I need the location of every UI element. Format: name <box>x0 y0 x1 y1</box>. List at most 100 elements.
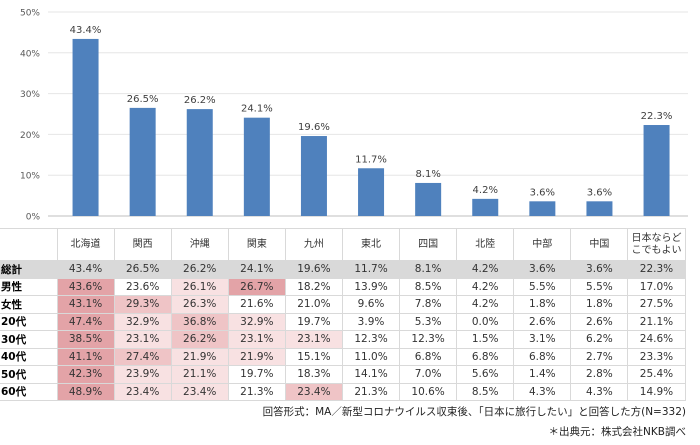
bar <box>358 168 385 216</box>
row-label: 総計 <box>0 260 58 279</box>
table-cell: 43.4% <box>56 260 115 279</box>
table-cell: 18.2% <box>284 277 343 296</box>
table-cell: 2.8% <box>570 365 629 384</box>
table-cell: 23.4% <box>284 382 343 401</box>
table-cell: 26.2% <box>170 260 229 279</box>
table-cell: 15.1% <box>284 347 343 366</box>
table-cell: 14.1% <box>341 365 401 384</box>
table-cell: 21.9% <box>170 347 229 366</box>
table-cell: 19.7% <box>227 365 286 384</box>
bar <box>643 125 670 216</box>
table-cell: 29.3% <box>113 295 172 314</box>
table-cell: 26.1% <box>170 277 229 296</box>
y-tick-label: 40% <box>20 49 40 59</box>
table-cell: 12.3% <box>341 330 401 349</box>
data-label: 8.1% <box>415 169 440 180</box>
table-cell: 27.5% <box>627 295 686 314</box>
row-label: 60代 <box>0 382 58 401</box>
table-cell: 0.0% <box>456 312 515 331</box>
table-cell: 3.1% <box>513 330 572 349</box>
data-label: 3.6% <box>587 187 612 198</box>
column-header: 北海道 <box>56 228 115 261</box>
column-header: 日本ならど こでもよい <box>627 228 686 261</box>
table-cell: 24.6% <box>627 330 686 349</box>
table-cell: 24.1% <box>227 260 286 279</box>
y-tick-label: 0% <box>26 213 41 223</box>
table-row: 40代 41.1% 27.4% 21.9% 21.9% 15.1% 11.0% 6.8% 6.8… <box>0 347 686 366</box>
table-cell: 21.9% <box>227 347 286 366</box>
table-cell: 23.3% <box>627 347 686 366</box>
table-cell: 2.6% <box>513 312 572 331</box>
table-cell: 5.5% <box>513 277 572 296</box>
table-cell: 9.6% <box>341 295 401 314</box>
table-cell: 23.1% <box>113 330 172 349</box>
bar <box>529 201 556 216</box>
table-cell: 12.3% <box>399 330 458 349</box>
data-label: 22.3% <box>641 111 673 122</box>
table-cell: 21.1% <box>627 312 686 331</box>
table-cell: 23.4% <box>113 382 172 401</box>
y-tick-label: 20% <box>20 131 40 141</box>
table-row: 男性 43.6% 23.6% 26.1% 26.7% 18.2% 13.9% 8.5% 4.2%… <box>0 277 686 296</box>
source-note: ＊出典元：株式会社NKB調べ <box>548 426 686 438</box>
table-cell: 23.9% <box>113 365 172 384</box>
table-cell: 25.4% <box>627 365 686 384</box>
table-cell: 19.7% <box>284 312 343 331</box>
row-label: 20代 <box>0 312 58 331</box>
table-cell: 3.6% <box>513 260 572 279</box>
table-cell: 10.6% <box>399 382 458 401</box>
bar <box>415 182 442 216</box>
data-label: 19.6% <box>298 122 330 133</box>
data-label: 26.5% <box>127 94 159 105</box>
table-cell: 21.3% <box>341 382 401 401</box>
column-header: 中国 <box>570 228 629 261</box>
y-tick-label: 50% <box>20 9 40 19</box>
bar <box>186 109 213 216</box>
table-cell: 42.3% <box>56 365 115 384</box>
table-cell: 47.4% <box>56 312 115 331</box>
bar <box>300 136 327 216</box>
table-cell: 13.9% <box>341 277 401 296</box>
table-cell: 23.1% <box>227 330 286 349</box>
table-cell: 1.8% <box>570 295 629 314</box>
table-cell: 4.3% <box>570 382 629 401</box>
table-cell: 23.1% <box>284 330 343 349</box>
table-cell: 21.1% <box>170 365 229 384</box>
bar <box>72 38 99 216</box>
bar <box>129 107 156 216</box>
table-cell: 26.7% <box>227 277 286 296</box>
table-cell: 21.0% <box>284 295 343 314</box>
table-cell: 5.3% <box>399 312 458 331</box>
table-cell: 3.6% <box>570 260 629 279</box>
table-cell: 4.2% <box>456 260 515 279</box>
table-cell: 32.9% <box>227 312 286 331</box>
table-cell: 6.2% <box>570 330 629 349</box>
column-header: 北陸 <box>456 228 515 261</box>
row-label: 30代 <box>0 330 58 349</box>
table-cell: 7.8% <box>399 295 458 314</box>
table-cell: 43.6% <box>56 277 115 296</box>
table-cell: 32.9% <box>113 312 172 331</box>
table-cell: 6.8% <box>513 347 572 366</box>
column-header: 沖縄 <box>170 228 229 261</box>
bar <box>243 117 270 216</box>
table-cell: 8.5% <box>399 277 458 296</box>
table-row: 50代 42.3% 23.9% 21.1% 19.7% 18.3% 14.1% 7.0% 5.6… <box>0 365 686 384</box>
y-tick-label: 30% <box>20 90 40 100</box>
table-cell: 4.2% <box>456 295 515 314</box>
table-cell: 43.1% <box>56 295 115 314</box>
column-header: 東北 <box>341 228 401 261</box>
row-label: 50代 <box>0 365 58 384</box>
table-row: 総計 43.4% 26.5% 26.2% 24.1% 19.6% 11.7% 8.1% 4.2%… <box>0 260 686 279</box>
row-label: 女性 <box>0 295 58 314</box>
table-cell: 23.4% <box>170 382 229 401</box>
table-cell: 19.6% <box>284 260 343 279</box>
table-cell: 2.7% <box>570 347 629 366</box>
table-cell: 7.0% <box>399 365 458 384</box>
table-cell: 38.5% <box>56 330 115 349</box>
column-header: 九州 <box>284 228 343 261</box>
y-tick-label: 10% <box>20 172 40 182</box>
bar-chart: 0% 10% 20% 30% 40% 50% 43.4% 26.5% 26.2% 24.1% 19.… <box>20 9 688 223</box>
data-label: 11.7% <box>355 154 387 165</box>
data-label: 24.1% <box>241 104 273 115</box>
